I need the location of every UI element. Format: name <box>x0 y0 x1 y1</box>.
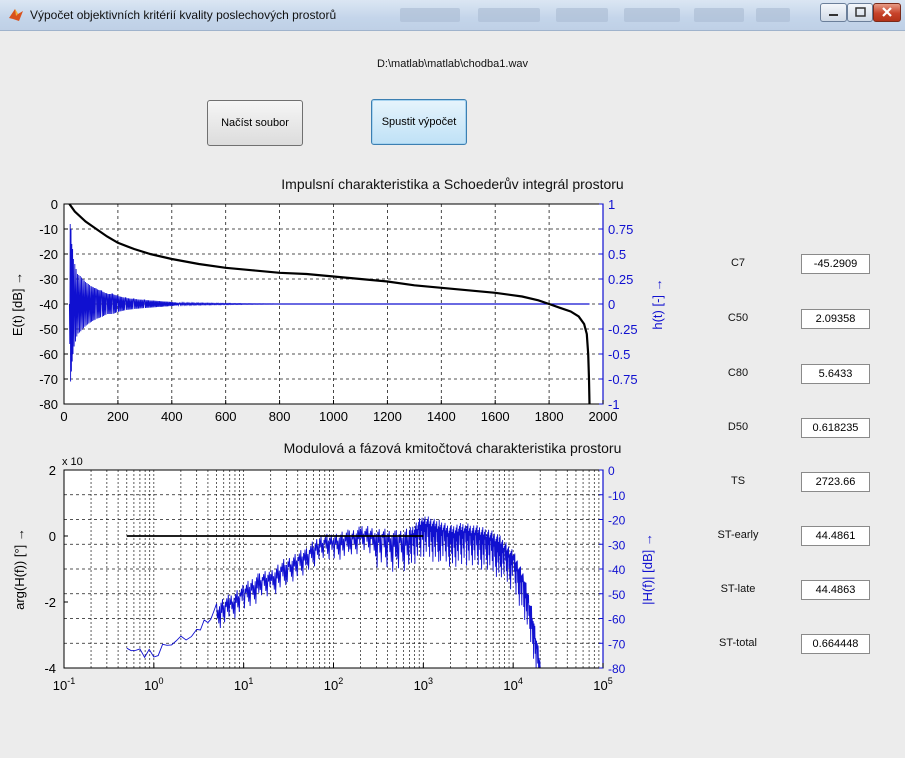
x-tick-label: 800 <box>269 409 291 424</box>
y-right-tick-label: -80 <box>608 662 626 676</box>
maximize-button[interactable] <box>847 3 873 22</box>
y-left-tick-label: -40 <box>39 297 58 312</box>
y-right-tick-label: 0.75 <box>608 222 633 237</box>
y-right-tick-label: 0.5 <box>608 247 626 262</box>
file-path-label: D:\matlab\matlab\chodba1.wav <box>376 58 529 70</box>
minimize-icon <box>829 14 838 16</box>
x-tick-label: 100 <box>144 676 163 693</box>
metric-value-st-early[interactable]: 44.4861 <box>801 526 870 546</box>
y-left-tick-label: 0 <box>49 529 56 544</box>
y-left-tick-label: -20 <box>39 247 58 262</box>
metric-label-c50: C50 <box>727 312 749 324</box>
y-right-tick-label: -40 <box>608 563 626 577</box>
x-tick-label: 1000 <box>319 409 348 424</box>
x-tick-label: 0 <box>60 409 67 424</box>
y-right-tick-label: 0.25 <box>608 272 633 287</box>
metric-label-st-total: ST-total <box>719 637 757 649</box>
x-tick-label: 400 <box>161 409 183 424</box>
y-left-tick-label: -10 <box>39 222 58 237</box>
impulse-plot-title: Impulsní charakteristika a Schoederův in… <box>281 176 624 192</box>
x-tick-label: 2000 <box>589 409 618 424</box>
y-left-tick-label: -4 <box>44 661 56 676</box>
matlab-app-icon <box>9 9 23 21</box>
x-tick-label: 105 <box>593 676 612 693</box>
x-tick-label: 1800 <box>535 409 564 424</box>
y-left-axis-label: arg(H(f)) [°] → <box>12 528 27 610</box>
minimize-button[interactable] <box>820 3 847 22</box>
background-window-ghost <box>556 8 608 22</box>
metric-label-c7: C7 <box>730 257 746 269</box>
title-bar[interactable]: Výpočet objektivních kritérií kvality po… <box>0 0 905 31</box>
background-window-ghost <box>400 8 460 22</box>
y-right-tick-label: -0.5 <box>608 347 630 362</box>
y-left-tick-label: -2 <box>44 595 56 610</box>
window-title: Výpočet objektivních kritérií kvality po… <box>30 8 337 22</box>
background-window-ghost <box>478 8 540 22</box>
y-right-tick-label: -30 <box>608 538 626 552</box>
y-right-tick-label: -10 <box>608 489 626 503</box>
x-tick-label: 101 <box>234 676 253 693</box>
y-left-tick-label: -70 <box>39 372 58 387</box>
y-left-tick-label: -80 <box>39 397 58 412</box>
y-left-tick-label: -60 <box>39 347 58 362</box>
x-tick-label: 104 <box>503 676 522 693</box>
y-right-tick-label: 0 <box>608 297 615 312</box>
metric-label-ts: TS <box>730 475 746 487</box>
y-right-tick-label: 0 <box>608 464 615 478</box>
y-right-tick-label: 1 <box>608 197 615 212</box>
y-left-axis-label: E(t) [dB] → <box>10 272 25 336</box>
load-file-button[interactable]: Načíst soubor <box>207 100 303 146</box>
run-calculation-button[interactable]: Spustit výpočet <box>371 99 467 145</box>
y-right-tick-label: -0.75 <box>608 372 638 387</box>
frequency-plot-title: Modulová a fázová kmitočtová charakteris… <box>283 440 622 456</box>
impulse-response-chart[interactable]: 0 200 400 600 800 1000 1200 1400 1600 1800 2000 0 -1… <box>0 195 680 435</box>
close-button[interactable] <box>873 3 901 22</box>
metric-value-c50[interactable]: 2.09358 <box>801 309 870 329</box>
y-right-tick-label: -1 <box>608 397 620 412</box>
y-right-axis-label: h(t) [-] → <box>650 278 665 329</box>
schroeder-integral-line <box>68 203 591 405</box>
background-window-ghost <box>694 8 744 22</box>
y-left-exponent-label: x 10 <box>62 456 83 468</box>
metric-label-d50: D50 <box>727 421 749 433</box>
maximize-icon <box>855 7 866 17</box>
metric-value-st-late[interactable]: 44.4863 <box>801 580 870 600</box>
x-tick-label: 10-1 <box>53 676 75 693</box>
metric-value-c80[interactable]: 5.6433 <box>801 364 870 384</box>
metric-value-st-total[interactable]: 0.664448 <box>801 634 870 654</box>
x-tick-label: 103 <box>414 676 433 693</box>
y-left-tick-label: -30 <box>39 272 58 287</box>
magnitude-response-line <box>126 516 541 669</box>
y-right-tick-label: -50 <box>608 588 626 602</box>
x-tick-label: 102 <box>324 676 343 693</box>
x-tick-label: 1200 <box>373 409 402 424</box>
metric-value-d50[interactable]: 0.618235 <box>801 418 870 438</box>
y-left-tick-label: 0 <box>51 197 58 212</box>
y-right-tick-label: -0.25 <box>608 322 638 337</box>
metric-label-st-late: ST-late <box>720 583 756 595</box>
y-left-tick-label: -50 <box>39 322 58 337</box>
x-tick-label: 600 <box>215 409 237 424</box>
background-window-ghost <box>624 8 680 22</box>
x-tick-label: 1600 <box>481 409 510 424</box>
metric-label-st-early: ST-early <box>717 529 759 541</box>
metric-value-ts[interactable]: 2723.66 <box>801 472 870 492</box>
y-right-tick-label: -70 <box>608 637 626 651</box>
y-right-tick-label: -20 <box>608 514 626 528</box>
frequency-response-chart[interactable]: 10-1 100 101 102 103 104 10520-2-40-10-20-30-4… <box>0 455 680 715</box>
metric-label-c80: C80 <box>727 367 749 379</box>
y-right-tick-label: -60 <box>608 613 626 627</box>
close-icon <box>882 7 892 17</box>
metric-value-c7[interactable]: -45.2909 <box>801 254 870 274</box>
y-left-tick-label: 2 <box>49 463 56 478</box>
x-tick-label: 200 <box>107 409 129 424</box>
y-right-axis-label: |H(f)| [dB] → <box>640 533 655 605</box>
background-window-ghost <box>756 8 790 22</box>
x-tick-label: 1400 <box>427 409 456 424</box>
